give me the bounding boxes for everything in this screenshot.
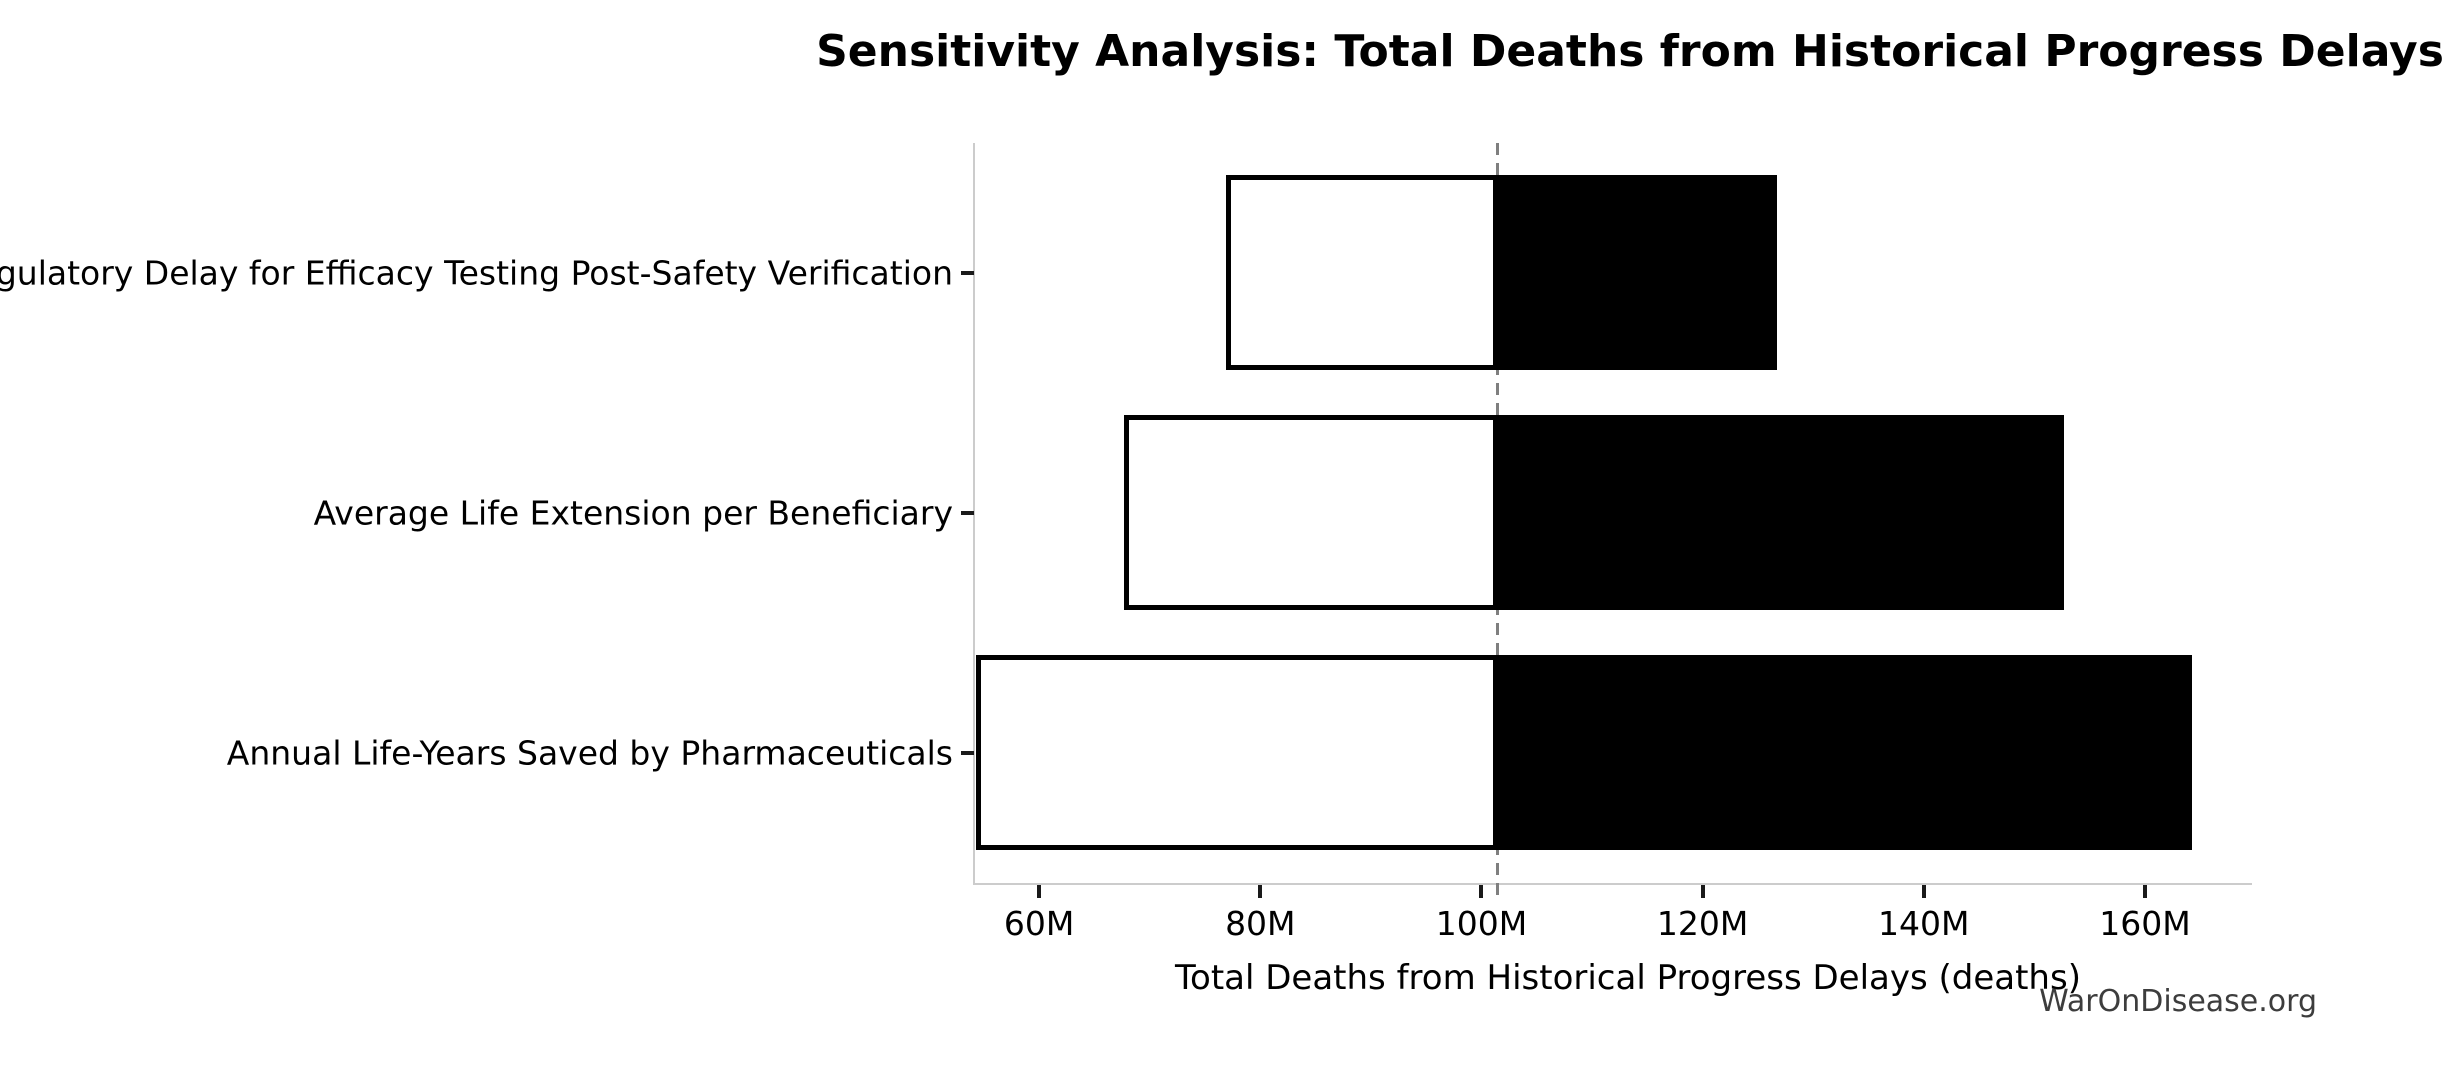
x-tick-mark [1700,885,1705,898]
bar-low-segment [1226,175,1499,370]
y-tick-mark [961,510,974,515]
y-tick-label: Annual Life-Years Saved by Pharmaceutica… [226,733,953,772]
y-tick-mark [961,270,974,275]
x-tick-label: 60M [1003,904,1075,943]
x-tick-mark [1258,885,1263,898]
x-tick-label: 120M [1656,904,1749,943]
chart-title: Sensitivity Analysis: Total Deaths from … [816,26,2444,77]
y-tick-label: Regulatory Delay for Efficacy Testing Po… [0,253,953,292]
x-tick-label: 80M [1225,904,1296,943]
y-tick-label: Average Life Extension per Beneficiary [313,493,953,532]
bar-low-segment [1124,415,1499,610]
bar-high-segment [1498,655,2193,850]
x-tick-mark [2142,885,2147,898]
x-tick-label: 140M [1878,904,1970,943]
x-tick-label: 100M [1435,904,1528,943]
y-tick-mark [961,750,974,755]
bar-high-segment [1498,415,2065,610]
x-tick-mark [1479,885,1484,898]
x-tick-label: 160M [2099,904,2191,943]
y-axis-spine [973,143,975,884]
bar-low-segment [976,655,1499,850]
x-axis-label: Total Deaths from Historical Progress De… [1175,958,2081,998]
x-tick-mark [1921,885,1926,898]
watermark-text: WarOnDisease.org [2039,984,2317,1019]
x-axis-spine [973,883,2252,885]
x-tick-mark [1037,885,1042,898]
bar-high-segment [1498,175,1777,370]
